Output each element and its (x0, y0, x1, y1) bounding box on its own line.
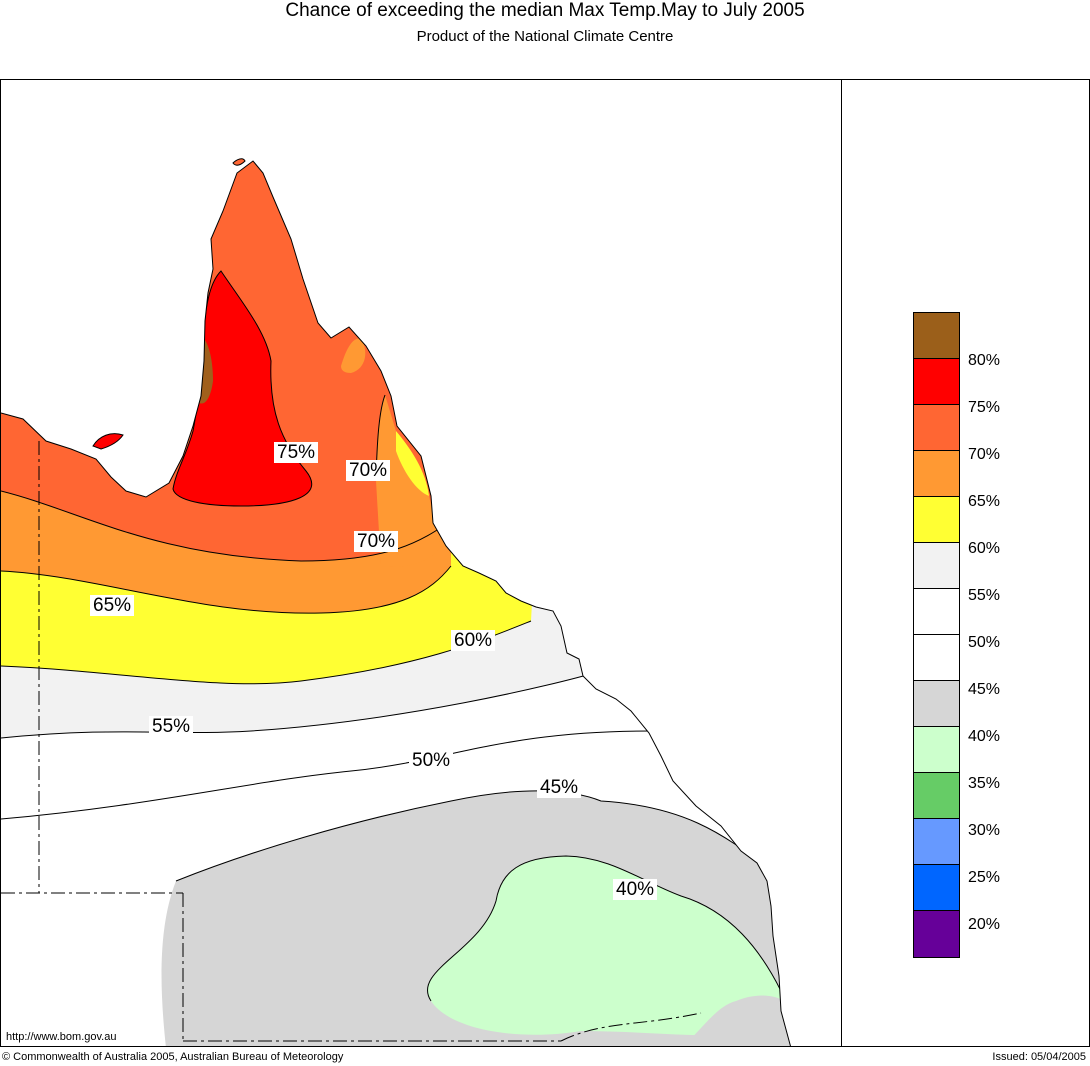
legend-swatch (914, 359, 959, 405)
legend-label-55: 55% (968, 587, 1001, 604)
legend-swatch (914, 313, 959, 359)
legend-label-50: 50% (968, 634, 1001, 651)
legend-swatch (914, 589, 959, 635)
contour-label-50: 50% (409, 750, 454, 771)
legend-label-65: 65% (968, 493, 1001, 510)
contour-label-75: 75% (274, 442, 319, 463)
land-bands (1, 161, 791, 1046)
legend-color-bar (913, 312, 960, 958)
map-panel: 75% 70% 70% 65% 60% 55% 50% 45% 40% (0, 79, 842, 1047)
legend-label-45: 45% (968, 681, 1001, 698)
legend-label-80: 80% (968, 352, 1001, 369)
legend-swatch (914, 543, 959, 589)
legend-swatch (914, 405, 959, 451)
contour-label-65: 65% (90, 595, 135, 616)
contour-label-45: 45% (537, 777, 582, 798)
contour-label-55: 55% (149, 716, 194, 737)
contour-label-40: 40% (613, 879, 658, 900)
legend-swatch (914, 681, 959, 727)
coastline (1, 160, 791, 1046)
chart-subtitle: Product of the National Climate Centre (416, 28, 674, 45)
contour-label-60: 60% (451, 630, 496, 651)
legend-swatch (914, 497, 959, 543)
source-url: http://www.bom.gov.au (6, 1031, 117, 1043)
legend-swatch (914, 773, 959, 819)
legend-label-20: 20% (968, 916, 1001, 933)
legend-swatch (914, 911, 959, 957)
legend-label-75: 75% (968, 399, 1001, 416)
legend-label-35: 35% (968, 775, 1001, 792)
contour-label-70: 70% (354, 531, 399, 552)
legend-swatch (914, 451, 959, 497)
legend-label-70: 70% (968, 446, 1001, 463)
legend-label-60: 60% (968, 540, 1001, 557)
legend-swatch (914, 635, 959, 681)
state-borders (1, 441, 702, 1042)
legend-label-25: 25% (968, 869, 1001, 886)
island (232, 158, 246, 166)
copyright-notice: © Commonwealth of Australia 2005, Austra… (2, 1051, 344, 1063)
issued-date: Issued: 05/04/2005 (992, 1051, 1086, 1063)
legend-swatch (914, 727, 959, 773)
chart-title: Chance of exceeding the median Max Temp.… (285, 0, 805, 21)
island (92, 433, 124, 450)
legend-label-30: 30% (968, 822, 1001, 839)
map-canvas (1, 158, 791, 1046)
legend-label-40: 40% (968, 728, 1001, 745)
legend-swatch (914, 819, 959, 865)
legend-panel: 80% 75% 70% 65% 60% 55% 50% 45% 40% 35% … (842, 79, 1090, 1047)
legend-swatch (914, 865, 959, 911)
contour-label-70: 70% (346, 460, 391, 481)
